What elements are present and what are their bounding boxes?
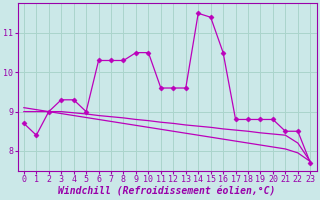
- X-axis label: Windchill (Refroidissement éolien,°C): Windchill (Refroidissement éolien,°C): [58, 187, 276, 197]
